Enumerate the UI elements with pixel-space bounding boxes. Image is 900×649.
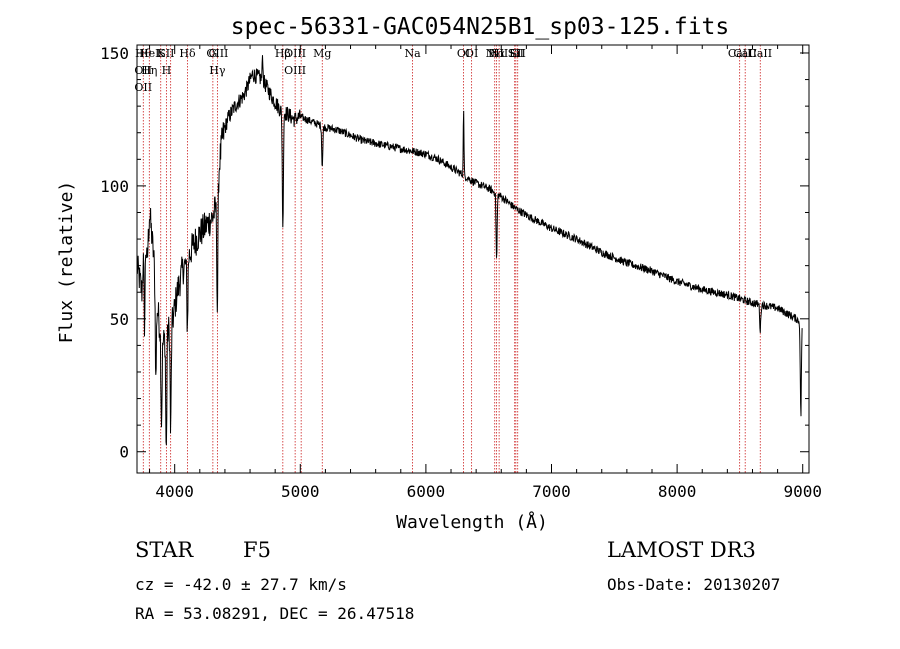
object-class: STAR — [135, 538, 194, 562]
x-tick-label: 4000 — [155, 482, 194, 501]
line-label: Hβ — [275, 47, 291, 60]
x-tick-label: 6000 — [407, 482, 446, 501]
x-tick-label: 7000 — [532, 482, 571, 501]
line-label: H — [162, 64, 172, 77]
line-label: OIII — [284, 64, 306, 77]
y-tick-label: 50 — [110, 310, 129, 329]
line-label: OIII — [206, 47, 228, 60]
line-label: OIII — [284, 47, 306, 60]
x-tick-label: 9000 — [783, 482, 822, 501]
spectrum-trace — [136, 55, 803, 446]
survey-name: LAMOST DR3 — [607, 538, 756, 562]
plot-frame — [136, 44, 810, 474]
x-axis-label: Wavelength (Å) — [396, 511, 548, 533]
line-label: Hγ — [209, 64, 226, 77]
line-label: Hθ — [135, 47, 152, 60]
spectrum-line — [136, 55, 803, 446]
line-label: CaII — [733, 47, 757, 60]
line-label: OII — [134, 64, 152, 77]
line-label: CaII — [728, 47, 752, 60]
line-label: SII — [158, 47, 174, 60]
line-label: SII — [508, 47, 524, 60]
line-label: SII — [510, 47, 526, 60]
redshift-cz: cz = -42.0 ± 27.7 km/s — [135, 575, 347, 594]
obs-date: Obs-Date: 20130207 — [607, 575, 781, 594]
line-label: Li — [509, 47, 520, 60]
line-label: OI — [457, 47, 470, 60]
line-label: OII — [134, 81, 152, 94]
y-axis-label: Flux (relative) — [56, 181, 77, 344]
coordinates: RA = 53.08291, DEC = 26.47518 — [135, 604, 415, 623]
line-label: Hη — [141, 64, 157, 77]
line-label: G — [208, 47, 217, 60]
line-label: NII — [490, 47, 508, 60]
line-label: Hα — [488, 47, 506, 60]
x-tick-label: 8000 — [658, 482, 697, 501]
x-tick-label: 5000 — [281, 482, 320, 501]
y-tick-label: 150 — [100, 44, 129, 63]
y-tick-label: 0 — [119, 443, 129, 462]
axes: 4000 5000 6000 7000 8000 9000 0 50 100 150 — [100, 44, 822, 501]
line-label: Na — [404, 47, 421, 60]
line-label: K — [157, 47, 166, 60]
chart-title: spec-56331-GAC054N25B1_sp03-125.fits — [231, 14, 730, 40]
line-label: Mg — [313, 47, 331, 60]
line-label: CaII — [748, 47, 772, 60]
line-label: Hδ — [179, 47, 196, 60]
y-tick-label: 100 — [100, 177, 129, 196]
spectral-subclass: F5 — [243, 538, 271, 562]
line-label: NII — [486, 47, 504, 60]
line-label: OI — [465, 47, 478, 60]
line-label: HeI — [139, 47, 159, 60]
